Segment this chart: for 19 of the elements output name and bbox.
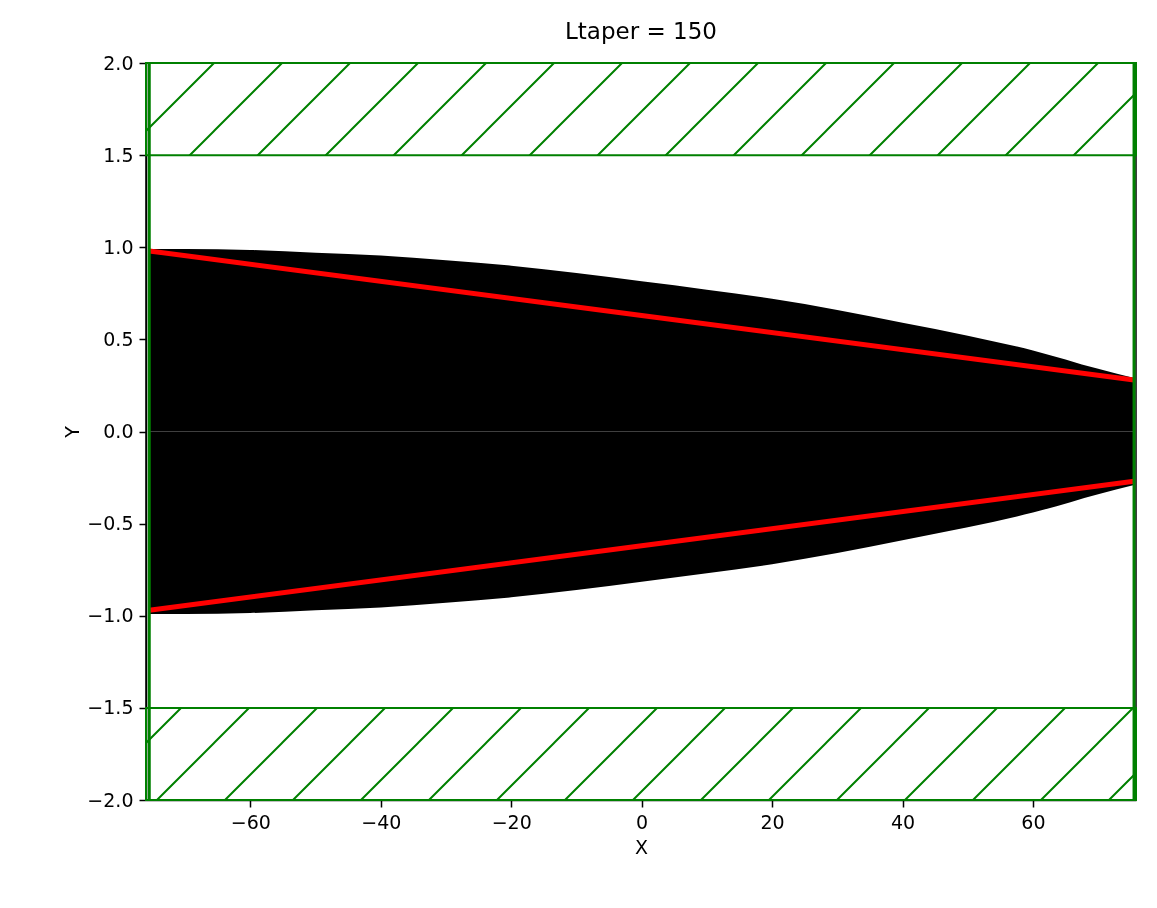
y-tick-label: 1.5 <box>103 143 134 166</box>
x-tick-label: 0 <box>636 810 649 833</box>
y-tick-label: −1.0 <box>87 604 134 627</box>
y-tick-label: 2.0 <box>103 51 134 74</box>
y-tick-label: −0.5 <box>87 512 134 535</box>
y-tick-label: 0.0 <box>103 420 134 442</box>
x-tick-label: −20 <box>491 810 532 833</box>
x-tick-label: −40 <box>361 810 402 833</box>
x-tick-label: 60 <box>1021 810 1046 833</box>
y-tick-label: 0.5 <box>103 327 134 350</box>
y-tick-label: −2.0 <box>87 788 134 811</box>
y-tick-label: 1.0 <box>103 235 134 258</box>
x-axis-title: X <box>634 835 649 858</box>
x-tick-label: 40 <box>890 810 916 833</box>
x-tick-label: 20 <box>760 810 785 833</box>
y-axis-title: Y <box>61 425 84 439</box>
chart-title: Ltaper = 150 <box>565 18 717 44</box>
x-tick-label: −60 <box>230 810 271 833</box>
y-tick-label: −1.5 <box>87 696 134 719</box>
